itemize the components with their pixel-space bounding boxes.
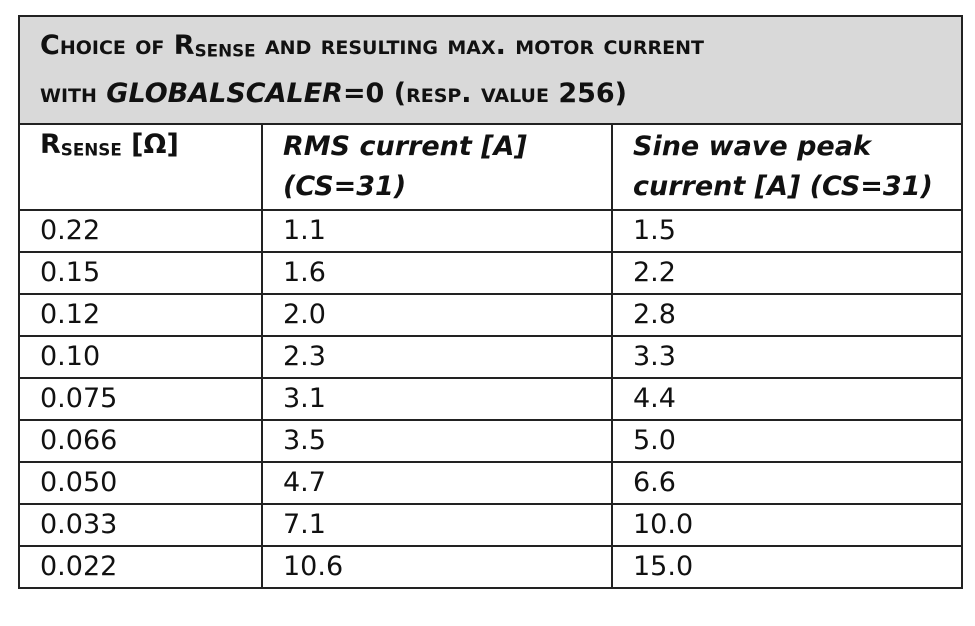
data-cell: 4.7 bbox=[261, 461, 613, 505]
header-text: Sine wave peak bbox=[633, 131, 871, 162]
data-cell: 2.3 bbox=[261, 335, 613, 379]
data-row: 0.022 10.6 15.0 bbox=[18, 545, 963, 589]
header-text: (CS=31) bbox=[283, 171, 407, 202]
data-cell: 0.075 bbox=[18, 377, 263, 421]
header-subscript: sense bbox=[60, 139, 122, 160]
header-text: R bbox=[40, 129, 61, 160]
data-cell: 7.1 bbox=[261, 503, 613, 547]
data-cell: 10.6 bbox=[261, 545, 613, 589]
header-text: current [A] (CS=31) bbox=[633, 171, 933, 202]
header-text: RMS current [A] bbox=[283, 131, 527, 162]
data-row: 0.12 2.0 2.8 bbox=[18, 293, 963, 337]
title-subscript: sense bbox=[194, 40, 256, 61]
data-row: 0.033 7.1 10.0 bbox=[18, 503, 963, 547]
title-text: and resulting max. motor current bbox=[255, 30, 704, 61]
data-cell: 0.066 bbox=[18, 419, 263, 463]
title-line: with GLOBALSCALER=0 (resp. value 256) bbox=[40, 70, 961, 118]
title-italic: GLOBALSCALER bbox=[106, 78, 343, 109]
data-cell: 1.6 bbox=[261, 251, 613, 295]
data-cell: 3.5 bbox=[261, 419, 613, 463]
title-row: Choice of Rsense and resulting max. moto… bbox=[18, 15, 963, 125]
header-row: Rsense [Ω] RMS current [A] (CS=31) Sine w… bbox=[18, 123, 963, 211]
data-row: 0.050 4.7 6.6 bbox=[18, 461, 963, 505]
data-cell: 15.0 bbox=[611, 545, 963, 589]
header-cell: Rsense [Ω] bbox=[18, 123, 263, 211]
header-cell: Sine wave peak current [A] (CS=31) bbox=[611, 123, 963, 211]
data-cell: 2.0 bbox=[261, 293, 613, 337]
title-text: Choice of R bbox=[40, 30, 195, 61]
data-row: 0.075 3.1 4.4 bbox=[18, 377, 963, 421]
current-table: Choice of Rsense and resulting max. moto… bbox=[18, 15, 963, 589]
data-cell: 3.1 bbox=[261, 377, 613, 421]
data-cell: 1.1 bbox=[261, 209, 613, 253]
data-cell: 2.2 bbox=[611, 251, 963, 295]
title-text: =0 (resp. value 256) bbox=[342, 78, 628, 109]
data-row: 0.10 2.3 3.3 bbox=[18, 335, 963, 379]
data-cell: 0.022 bbox=[18, 545, 263, 589]
title-cell: Choice of Rsense and resulting max. moto… bbox=[18, 15, 963, 125]
data-cell: 1.5 bbox=[611, 209, 963, 253]
data-row: 0.066 3.5 5.0 bbox=[18, 419, 963, 463]
data-cell: 2.8 bbox=[611, 293, 963, 337]
data-cell: 5.0 bbox=[611, 419, 963, 463]
data-cell: 3.3 bbox=[611, 335, 963, 379]
data-cell: 10.0 bbox=[611, 503, 963, 547]
title-text: with bbox=[40, 78, 107, 109]
data-cell: 4.4 bbox=[611, 377, 963, 421]
header-cell: RMS current [A] (CS=31) bbox=[261, 123, 613, 211]
data-cell: 0.15 bbox=[18, 251, 263, 295]
data-cell: 0.22 bbox=[18, 209, 263, 253]
header-text: [Ω] bbox=[121, 129, 179, 160]
data-cell: 0.10 bbox=[18, 335, 263, 379]
data-cell: 0.033 bbox=[18, 503, 263, 547]
data-cell: 6.6 bbox=[611, 461, 963, 505]
title-line: Choice of Rsense and resulting max. moto… bbox=[40, 22, 961, 70]
data-cell: 0.050 bbox=[18, 461, 263, 505]
data-row: 0.15 1.6 2.2 bbox=[18, 251, 963, 295]
data-cell: 0.12 bbox=[18, 293, 263, 337]
data-row: 0.22 1.1 1.5 bbox=[18, 209, 963, 253]
